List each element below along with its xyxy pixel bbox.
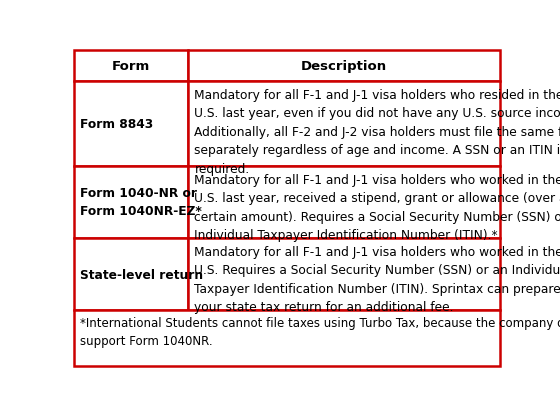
Bar — [74, 311, 500, 366]
Text: Form: Form — [112, 60, 151, 73]
Bar — [74, 51, 188, 82]
Text: Mandatory for all F-1 and J-1 visa holders who worked in the
U.S. last year, rec: Mandatory for all F-1 and J-1 visa holde… — [194, 173, 560, 242]
Text: State-level return: State-level return — [81, 268, 203, 281]
Text: Mandatory for all F-1 and J-1 visa holders who worked in the
U.S. Requires a Soc: Mandatory for all F-1 and J-1 visa holde… — [194, 245, 560, 313]
Bar — [188, 238, 500, 311]
Text: *International Students cannot file taxes using Turbo Tax, because the company d: *International Students cannot file taxe… — [81, 317, 560, 348]
Bar — [188, 82, 500, 166]
Bar — [188, 166, 500, 238]
Bar — [74, 238, 188, 311]
Text: Description: Description — [301, 60, 387, 73]
Bar — [74, 82, 188, 166]
Text: Form 8843: Form 8843 — [81, 117, 153, 131]
Text: Mandatory for all F-1 and J-1 visa holders who resided in the
U.S. last year, ev: Mandatory for all F-1 and J-1 visa holde… — [194, 89, 560, 176]
Bar — [188, 51, 500, 82]
Text: Form 1040-NR or
Form 1040NR-EZ*: Form 1040-NR or Form 1040NR-EZ* — [81, 187, 202, 218]
Bar — [74, 166, 188, 238]
